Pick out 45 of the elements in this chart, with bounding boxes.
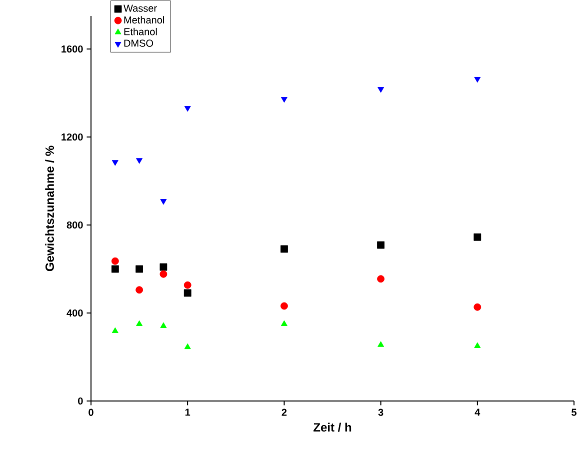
point	[280, 245, 288, 253]
legend-label: Ethanol	[124, 28, 157, 36]
point	[474, 233, 482, 241]
legend-label: DMSO	[124, 40, 154, 47]
point	[377, 275, 384, 283]
point	[136, 286, 143, 294]
point	[160, 322, 167, 328]
point	[280, 320, 288, 326]
point	[111, 265, 119, 273]
point	[184, 289, 192, 297]
legend-label: Methanol	[124, 16, 164, 24]
point	[378, 87, 384, 93]
point	[474, 76, 481, 83]
point	[184, 281, 192, 289]
point	[136, 265, 143, 273]
x-tick-label: 2	[282, 408, 287, 416]
y-tick-label: 1200	[62, 133, 83, 141]
point	[377, 241, 384, 249]
point	[280, 302, 288, 310]
point	[378, 341, 384, 347]
x-tick-label: 1	[185, 408, 190, 416]
point	[112, 160, 118, 166]
point	[112, 327, 118, 333]
y-axis-title: Gewichtszunahme / %	[45, 146, 54, 272]
point	[160, 263, 168, 271]
point	[280, 96, 288, 103]
x-tick-label: 4	[474, 408, 480, 416]
y-tick-label: 1600	[62, 45, 83, 53]
legend-label: Wasser	[124, 4, 157, 12]
point	[474, 342, 481, 348]
x-axis-title: Zeit / h	[314, 422, 352, 432]
point	[160, 199, 167, 205]
point	[160, 270, 168, 278]
y-tick-label: 0	[78, 397, 83, 405]
x-tick-label: 5	[572, 408, 577, 416]
y-tick-label: 800	[66, 221, 83, 229]
point	[184, 343, 191, 350]
point	[111, 257, 119, 265]
point	[136, 158, 143, 164]
y-tick-label: 400	[66, 309, 83, 317]
x-tick-label: 3	[378, 408, 384, 416]
point	[136, 320, 143, 326]
point	[184, 106, 191, 112]
point	[474, 303, 482, 311]
x-tick-label: 0	[88, 408, 94, 416]
